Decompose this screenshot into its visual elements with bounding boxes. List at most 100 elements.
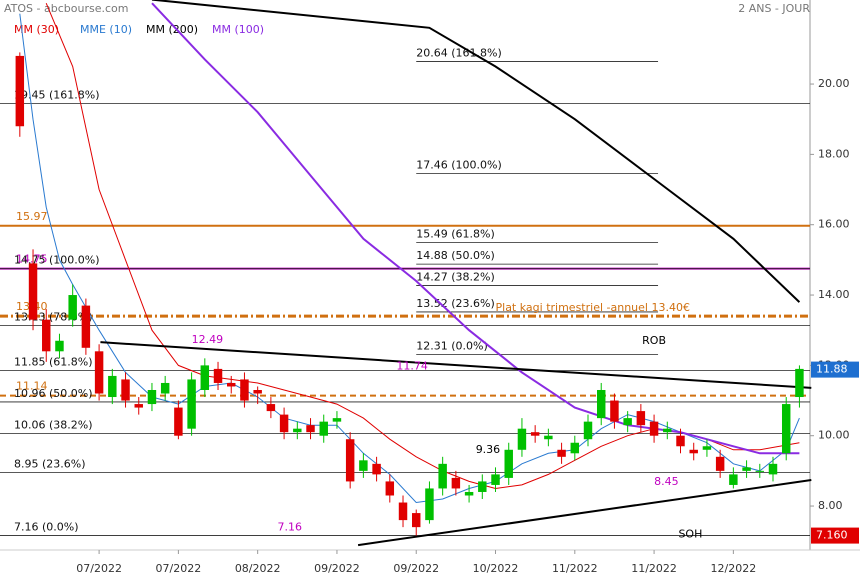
- fib-label: 11.85 (61.8%): [14, 356, 93, 369]
- candle-body: [676, 435, 685, 447]
- candle-body: [213, 368, 223, 383]
- fib-label: 12.31 (0.0%): [416, 339, 488, 352]
- candle-body: [557, 449, 566, 457]
- y-tick-label: 16.00: [818, 218, 850, 231]
- candle-body: [279, 414, 289, 433]
- fib-label: 10.06 (38.2%): [14, 419, 93, 432]
- candle-body: [345, 439, 355, 482]
- candle-body: [134, 404, 143, 408]
- annotation: 12.49: [192, 333, 224, 346]
- fib-label: 14.88 (50.0%): [416, 249, 495, 262]
- candle-body: [42, 319, 51, 352]
- candle-body: [702, 446, 712, 450]
- candle-body: [108, 375, 117, 398]
- x-tick-label: 10/2022: [473, 562, 519, 575]
- price-tag-label: 7.160: [816, 529, 848, 542]
- candle-body: [517, 428, 527, 450]
- legend-entry: MM (30): [14, 23, 59, 36]
- candle-body: [689, 449, 698, 454]
- candle-body: [319, 421, 328, 436]
- candle-body: [174, 407, 183, 436]
- y-tick-label: 14.00: [818, 288, 850, 301]
- candle-body: [544, 435, 553, 440]
- candle-body: [121, 379, 130, 401]
- candle-body: [649, 421, 659, 436]
- trendline-label: SOH: [678, 528, 702, 541]
- fib-label: 17.46 (100.0%): [416, 158, 502, 171]
- candle-body: [147, 389, 157, 405]
- candle-body: [583, 421, 593, 440]
- fib-label: 8.95 (23.6%): [14, 458, 86, 471]
- candle-body: [200, 365, 210, 390]
- x-tick-label: 11/2022: [552, 562, 598, 575]
- price-tag: [811, 527, 859, 544]
- candle-body: [227, 382, 236, 387]
- candle-body: [398, 502, 408, 521]
- annotation: 8.45: [654, 475, 679, 488]
- candle-body: [781, 404, 791, 454]
- candle-body: [596, 389, 606, 419]
- candle-body: [715, 456, 725, 471]
- candle-body: [160, 382, 170, 394]
- candle-body: [412, 513, 421, 528]
- candle-body: [372, 463, 381, 475]
- candle-body: [187, 379, 196, 429]
- level-label: 11.14: [16, 380, 48, 393]
- fib-label: 13.13 (78.6%): [14, 311, 93, 324]
- legend-entry: MME (10): [80, 23, 132, 36]
- candle-body: [68, 295, 77, 320]
- fib-label: 10.96 (50.0%): [14, 387, 93, 400]
- fib-label: 20.64 (161.8%): [416, 47, 502, 60]
- x-tick-label: 07/2022: [156, 562, 202, 575]
- fib-label: 14.27 (38.2%): [416, 271, 495, 284]
- chart-subtitle: 2 ANS - JOUR: [738, 2, 810, 15]
- fib-label: 19.45 (161.8%): [14, 88, 100, 101]
- fib-label: 14.75 (100.0%): [14, 254, 100, 267]
- x-tick-label: 08/2022: [235, 562, 281, 575]
- y-tick-label: 10.00: [818, 429, 850, 442]
- level-label: 15.97: [16, 210, 48, 223]
- x-tick-label: 12/2022: [711, 562, 757, 575]
- candle-body: [266, 404, 276, 412]
- candle-body: [755, 470, 765, 472]
- candle-body: [425, 488, 434, 521]
- level-label: 14.75: [16, 253, 48, 266]
- candle-body: [451, 477, 461, 489]
- legend-entry: MM (100): [212, 23, 264, 36]
- candle-body: [438, 463, 447, 489]
- candle-body: [81, 305, 91, 348]
- candle-body: [464, 491, 474, 496]
- x-tick-label: 09/2022: [314, 562, 360, 575]
- x-tick-label: 07/2022: [76, 562, 122, 575]
- candle-body: [240, 379, 249, 401]
- fib-label: 13.52 (23.6%): [416, 297, 495, 310]
- candle-body: [478, 481, 487, 492]
- annotation: 11.74: [396, 360, 428, 373]
- ma-line: [151, 2, 800, 455]
- trendline-label: ROB: [642, 334, 666, 347]
- candle-body: [742, 467, 751, 471]
- candle-body: [530, 432, 540, 436]
- candle-body: [359, 460, 368, 471]
- candle-body: [623, 418, 632, 426]
- ma-line: [151, 0, 801, 303]
- candle-body: [55, 340, 64, 352]
- legend-entry: MM (200): [146, 23, 198, 36]
- candle-body: [293, 428, 302, 433]
- candle-body: [729, 474, 738, 485]
- y-tick-label: 8.00: [818, 499, 843, 512]
- candle-body: [306, 425, 315, 433]
- chart-title: ATOS - abcbourse.com: [4, 2, 128, 15]
- candle-body: [610, 400, 619, 422]
- candle-body: [570, 442, 580, 454]
- annotation: Plat kagi trimestriel -annuel 13.40€: [496, 301, 690, 314]
- candle-body: [491, 474, 500, 485]
- x-tick-label: 11/2022: [631, 562, 677, 575]
- trendline: [357, 479, 812, 547]
- candle-body: [504, 449, 513, 478]
- candle-body: [636, 411, 646, 426]
- candle-body: [768, 463, 778, 475]
- fib-label: 15.49 (61.8%): [416, 228, 495, 241]
